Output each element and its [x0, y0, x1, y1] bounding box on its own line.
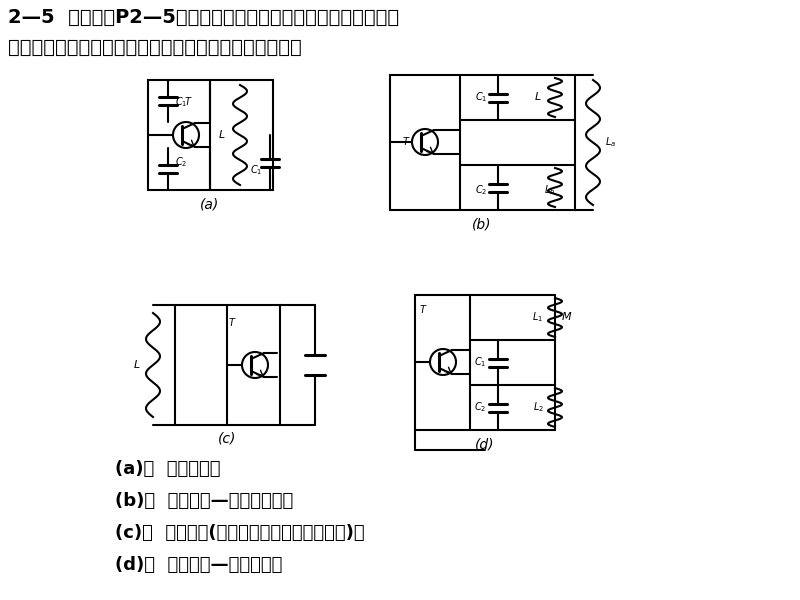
Text: (a)：  不能振荚；: (a)： 不能振荚； — [115, 460, 221, 478]
Text: $C_1$: $C_1$ — [474, 90, 487, 104]
Text: (a): (a) — [200, 197, 220, 211]
Text: T: T — [229, 318, 235, 328]
Text: (b): (b) — [472, 217, 492, 231]
Text: L: L — [535, 92, 541, 102]
Text: (c)：  不能振荚(若考虑寄生电容则可能振荚)；: (c)： 不能振荚(若考虑寄生电容则可能振荚)； — [115, 524, 365, 542]
Text: $L_b$: $L_b$ — [544, 183, 556, 197]
Text: (c): (c) — [218, 432, 236, 446]
Text: $C_1$: $C_1$ — [174, 95, 187, 109]
Bar — [415, 295, 555, 430]
Text: 能产生振荚，若能产生振荚，则说明属于哪种振荚电路。: 能产生振荚，若能产生振荚，则说明属于哪种振荚电路。 — [8, 38, 302, 57]
Text: $C_2$: $C_2$ — [474, 400, 486, 414]
Bar — [148, 80, 273, 190]
Text: $C_2$: $C_2$ — [475, 183, 487, 197]
Text: $C_1$: $C_1$ — [474, 355, 486, 369]
Text: M: M — [562, 312, 572, 322]
Text: (d): (d) — [475, 437, 494, 451]
Text: $C_2$: $C_2$ — [175, 155, 187, 169]
Text: $L_a$: $L_a$ — [606, 135, 617, 149]
Bar — [390, 75, 575, 210]
Text: T: T — [403, 137, 409, 147]
Text: $L_1$: $L_1$ — [533, 310, 543, 324]
Text: T: T — [420, 305, 426, 315]
Bar — [175, 305, 280, 425]
Text: L: L — [219, 130, 225, 140]
Text: L: L — [134, 360, 140, 370]
Text: $C_1$: $C_1$ — [250, 163, 262, 177]
Text: (b)：  可能振荚—电感三点式；: (b)： 可能振荚—电感三点式； — [115, 492, 294, 510]
Text: $L_2$: $L_2$ — [533, 400, 543, 414]
Text: 2—5  试判断图P2—5所示交流通路中，哪些可能产生振荚哪些不: 2—5 试判断图P2—5所示交流通路中，哪些可能产生振荚哪些不 — [8, 8, 399, 27]
Text: (d)：  可能振荚—电容三点式: (d)： 可能振荚—电容三点式 — [115, 556, 282, 574]
Text: T: T — [185, 97, 191, 107]
